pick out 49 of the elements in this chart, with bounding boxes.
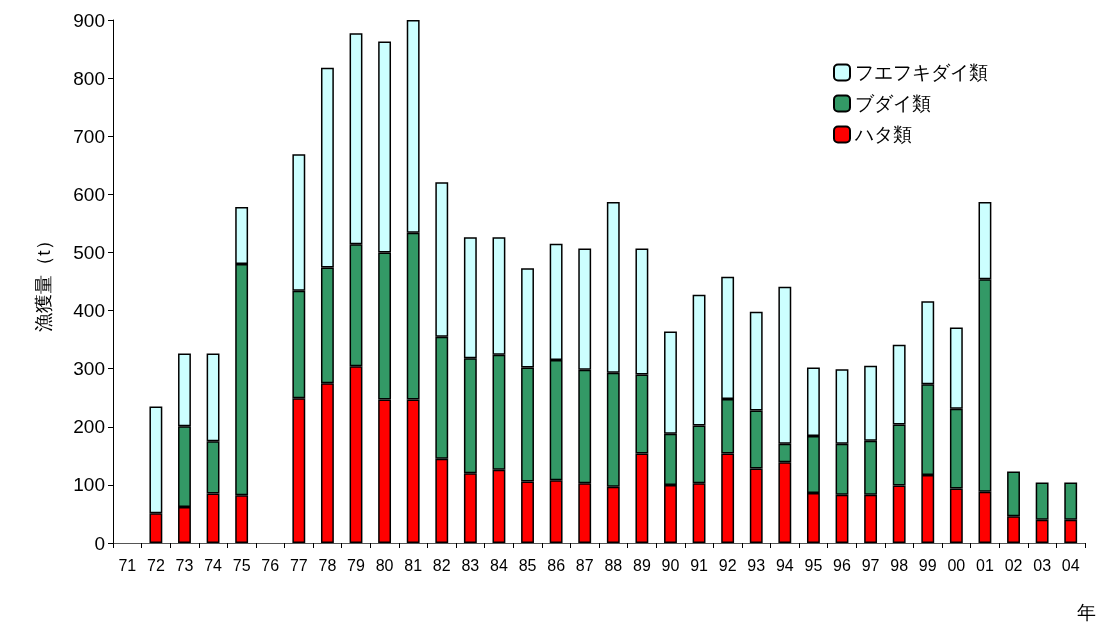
- x-axis-title: 年: [1077, 602, 1096, 623]
- x-tick-label: 91: [690, 556, 709, 574]
- x-tick-label: 83: [461, 556, 480, 574]
- x-tick-label: 02: [1004, 556, 1023, 574]
- x-tick-label: 73: [175, 556, 194, 574]
- y-tick-label: 800: [73, 67, 105, 89]
- y-tick-label: 0: [94, 532, 105, 554]
- x-tick-label: 95: [804, 556, 823, 574]
- y-tick-label: 700: [73, 125, 105, 147]
- y-tick-label: 600: [73, 183, 105, 205]
- x-tick-label: 04: [1061, 556, 1080, 574]
- x-tick-label: 01: [976, 556, 994, 574]
- legend-label: ハタ類: [854, 124, 912, 145]
- y-axis-title: 漁獲量（t）: [33, 231, 54, 332]
- x-tick-label: 88: [604, 556, 623, 574]
- x-tick-label: 93: [747, 556, 766, 574]
- x-tick-label: 99: [918, 556, 937, 574]
- x-tick-label: 72: [146, 556, 165, 574]
- x-tick-label: 97: [861, 556, 880, 574]
- x-tick-label: 89: [632, 556, 651, 574]
- x-tick-label: 79: [347, 556, 365, 574]
- y-tick-label: 400: [73, 300, 105, 322]
- x-tick-label: 85: [518, 556, 537, 574]
- y-tick-label: 900: [73, 9, 105, 31]
- x-tick-label: 87: [575, 556, 594, 574]
- x-tick-label: 90: [661, 556, 680, 574]
- x-tick-label: 80: [375, 556, 394, 574]
- x-tick-label: 76: [261, 556, 280, 574]
- x-tick-label: 82: [432, 556, 451, 574]
- legend-label: フエフキダイ類: [855, 62, 988, 83]
- x-tick-label: 86: [547, 556, 566, 574]
- y-tick-label: 500: [73, 241, 105, 263]
- x-tick-label: 98: [890, 556, 909, 574]
- x-tick-label: 77: [289, 556, 308, 574]
- legend-label: ブダイ類: [855, 93, 931, 114]
- x-tick-label: 92: [718, 556, 737, 574]
- x-tick-label: 78: [318, 556, 337, 574]
- x-tick-label: 96: [833, 556, 851, 574]
- x-tick-label: 94: [775, 556, 794, 574]
- x-tick-label: 00: [947, 556, 966, 574]
- y-tick-label: 300: [73, 358, 105, 380]
- x-tick-label: 81: [404, 556, 423, 574]
- x-tick-label: 71: [118, 556, 137, 574]
- x-tick-label: 84: [490, 556, 508, 574]
- y-tick-label: 200: [73, 416, 105, 438]
- x-tick-label: 03: [1033, 556, 1052, 574]
- x-tick-label: 74: [204, 556, 223, 574]
- x-tick-label: 75: [232, 556, 251, 574]
- y-tick-label: 100: [73, 474, 105, 496]
